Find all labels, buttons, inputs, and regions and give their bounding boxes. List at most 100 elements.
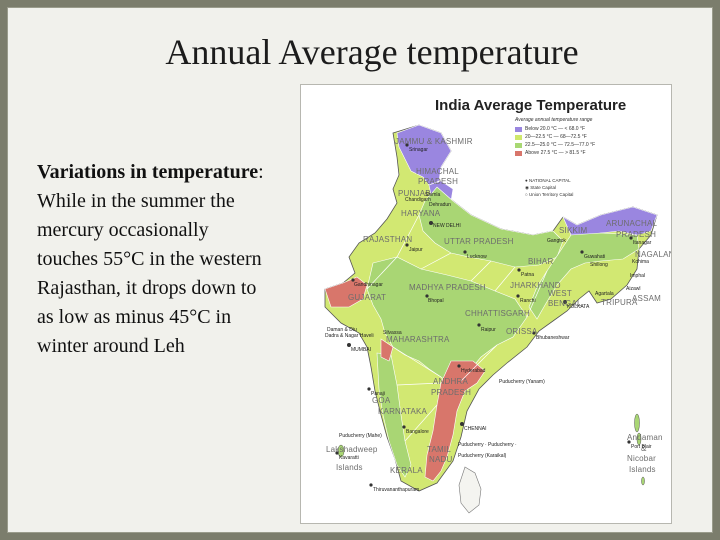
region-red-gujarat [324,276,368,308]
map-city-label: Chandigarh [405,197,431,203]
map-region-label: RAJASTHAN [363,235,413,244]
andaman-island-mid [636,432,642,446]
legend-row: 20—22.5 °C — 68—72.5 °F [515,133,619,141]
legend-row: 22.5—25.0 °C — 72.5—77.0 °F [515,141,619,149]
symbol-label: Union Territory Capital [528,192,574,197]
map-city-label: Dadra & Nagar Haveli [325,333,374,339]
map-region-label: Lakshadweep [326,445,378,454]
legend-swatch [515,134,522,140]
map-city-label: Agartala [595,291,614,297]
region-red-central-strip [380,338,394,362]
legend-swatch [515,142,522,148]
map-region-label: SIKKIM [559,226,588,235]
map-region-label: MADHYA PRADESH [409,283,486,292]
legend-swatch [515,126,522,132]
map-region-label: PUNJAB [398,189,431,198]
map-title: India Average Temperature [435,97,627,114]
map-city-label: Lucknow [467,254,487,260]
map-city-label: Kavaratti [339,455,359,461]
map-city-label: Puducherry · Puducherry · [458,442,517,448]
map-city-label: Aizawl [626,286,641,292]
legend-label: Above 27.5 °C — > 81.5 °F [525,150,586,156]
map-region-label: PRADESH [431,388,472,397]
map-city-label: Puducherry (Karaikal) [458,453,507,459]
slide: Annual Average temperature Variations in… [7,7,713,533]
map-city-label: Daman & Diu [327,327,357,333]
map-region-label: ANDHRA [433,377,468,386]
map-city-label: NEW DELHI [433,223,461,229]
legend-label: 22.5—25.0 °C — 72.5—77.0 °F [525,142,596,148]
map-region-label: WEST [548,289,572,298]
region-purple-north [396,124,452,186]
map-region-label: ASSAM [632,294,662,303]
map-svg [324,124,658,514]
symbol-state-capital: ◉ State Capital [525,185,556,190]
map-city-label: Gandhinagar [354,282,383,288]
india-temperature-map: India Average Temperature Average annual… [300,84,672,524]
map-region-label: UTTAR PRADESH [444,237,514,246]
map-city-label: Guwahati [584,254,606,260]
slide-body-text: Variations in temperature: While in the … [37,158,269,361]
legend-label: Below 20.0 °C — < 68.0 °F [525,126,585,132]
symbol-national-capital: ● NATIONAL CAPITAL [525,178,571,183]
region-red-andhra-tn [424,360,486,482]
map-city-label: Srinagar [409,147,428,153]
map-city-label: Bangalore [406,429,429,435]
map-region-label: MAHARASHTRA [386,335,450,344]
map-city-label: Hyderabad [461,368,486,374]
map-city-label: Puducherry (Yanam) [499,379,545,385]
map-region-label: BIHAR [528,257,554,266]
map-city-label: Bhubaneshwar [536,335,570,341]
legend-row: Above 27.5 °C — > 81.5 °F [515,149,619,157]
map-region-label: KERALA [390,466,423,475]
map-region-label: JHARKHAND [510,281,561,290]
map-city-label: KOLKATA [567,304,590,310]
map-city-label: Gangtok [547,238,566,244]
map-region-label: PRADESH [616,230,657,239]
map-city-label: Shillong [590,262,608,268]
body-bold-phrase: Variations in temperature [37,161,259,183]
map-city-label: Kohima [632,259,649,265]
map-city-label: Port Blair [631,444,652,450]
map-region-label: ARUNACHAL [606,219,658,228]
map-city-label: Imphal [630,273,646,279]
map-city-label: Patna [521,272,535,278]
legend-label: 20—22.5 °C — 68—72.5 °F [525,134,587,140]
body-rest: : While in the summer the mercury occasi… [37,161,264,357]
map-city-label: Shimla [425,192,441,198]
map-city-label: Puducherry (Mahe) [339,433,382,439]
map-region-label: Islands [336,463,363,472]
region-lightgreen-east [528,232,640,320]
map-city-label: Dehradun [429,202,451,208]
map-region-label: HIMACHAL [416,167,459,176]
map-region-label: TRIPURA [601,298,638,307]
region-lightgreen-ghats [376,352,412,478]
map-city-label: Raipur [481,327,496,333]
symbol-label: State Capital [530,185,556,190]
map-city-label: Ranchi [520,298,536,304]
lakshadweep-island [337,444,345,458]
map-symbol-legend: ● NATIONAL CAPITAL ◉ State Capital ○ Uni… [525,177,615,198]
map-region-label: NADU [429,455,453,464]
map-region-label: KARNATAKA [378,407,428,416]
map-region-label: BENGAL [548,299,582,308]
map-region-label: GOA [372,396,391,405]
map-region-label: CHHATTISGARH [465,309,530,318]
map-legend: Average annual temperature range Below 2… [515,117,619,185]
andaman-island-north [634,413,640,433]
city-markers [335,143,633,487]
map-region-label: Andaman [627,433,663,442]
map-city-label: Panaji [371,391,385,397]
symbol-ut-capital: ○ Union Territory Capital [525,192,574,197]
map-city-label: Jaipur [409,247,423,253]
map-region-label: Nicobar [627,454,656,463]
state-borders [366,214,548,442]
map-region-label: & [641,444,647,453]
symbol-label: NATIONAL CAPITAL [528,178,571,183]
sri-lanka-outline [458,466,482,514]
map-city-label: Thiruvananthapuram [373,487,420,493]
nicobar-island [641,476,645,486]
region-lightgreen-plains [418,186,564,268]
map-region-label: JAMMU & KASHMIR [395,137,473,146]
map-region-label: HARYANA [401,209,441,218]
